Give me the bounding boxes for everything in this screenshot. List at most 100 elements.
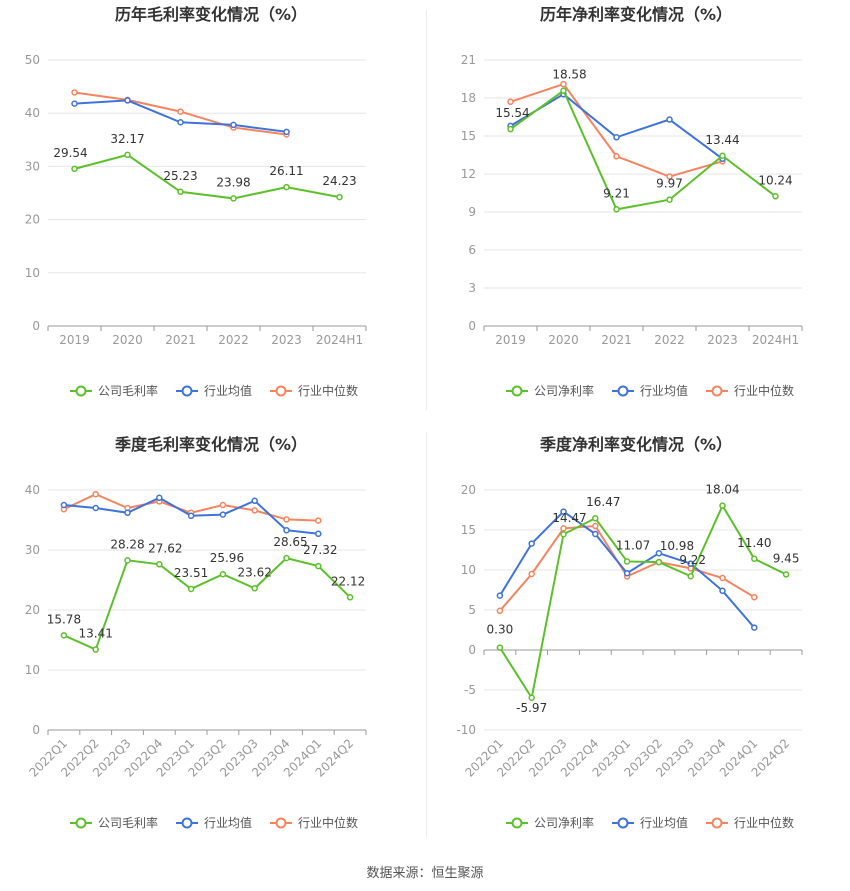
data-label: 14.47 (552, 511, 586, 525)
legend-label: 行业中位数 (298, 815, 358, 830)
legend-label: 公司毛利率 (98, 383, 158, 398)
divider-bottom (426, 432, 427, 837)
legend-label: 公司净利率 (534, 383, 594, 398)
x-tick-label: 2024H1 (752, 333, 799, 347)
legend-item-median: 行业中位数 (270, 383, 358, 398)
data-point-median (496, 607, 504, 615)
legend-marker (181, 385, 193, 397)
legend-item-company: 公司净利率 (506, 815, 594, 830)
data-label: -5.97 (516, 701, 547, 715)
legend-item-avg: 行业均值 (176, 815, 252, 830)
data-label: 11.40 (737, 536, 771, 550)
data-label: 24.23 (322, 174, 356, 188)
legend-marker (711, 385, 723, 397)
data-point-avg (560, 508, 567, 515)
y-tick-label: 10 (25, 663, 40, 677)
data-point-avg (177, 118, 184, 126)
y-tick-label: 0 (32, 723, 40, 737)
data-point-company (124, 151, 131, 159)
x-tick-label: 2023 (271, 333, 302, 347)
y-tick-label: 18 (461, 91, 476, 105)
legend-item-median: 行业中位数 (706, 383, 794, 398)
data-point-avg (124, 97, 131, 104)
data-label: 9.22 (679, 553, 706, 567)
data-point-median (613, 153, 620, 160)
data-label: 13.41 (79, 627, 113, 641)
data-point-median (251, 507, 258, 514)
data-point-company (528, 694, 535, 702)
y-tick-label: 0 (468, 643, 476, 657)
y-tick-label: 10 (25, 266, 40, 280)
legend-label: 行业均值 (640, 383, 688, 398)
data-label: 9.97 (656, 177, 683, 191)
data-point-company (592, 514, 599, 522)
data-label: 10.98 (660, 539, 694, 553)
data-point-company (156, 561, 163, 568)
data-label: 16.47 (586, 495, 620, 509)
data-point-company (124, 557, 131, 564)
data-point-company (219, 570, 227, 578)
x-tick-label: 2019 (495, 333, 526, 347)
y-tick-label: 50 (25, 53, 40, 67)
data-label: 13.44 (705, 133, 739, 147)
series-line-company (499, 503, 787, 701)
legend-item-company: 公司毛利率 (70, 815, 158, 830)
data-label: 11.07 (616, 538, 650, 552)
data-point-avg (751, 624, 758, 631)
x-tick-label: 2020 (548, 333, 579, 347)
data-label: 27.32 (303, 543, 337, 557)
quarterly-net-margin-chart: 季度净利率变化情况（%）-10-5051015202022Q12022Q2202… (456, 435, 803, 830)
data-point-median (177, 108, 184, 115)
legend-marker (75, 817, 87, 829)
data-point-avg (187, 512, 195, 520)
data-label: 29.54 (53, 146, 87, 160)
data-point-company (230, 195, 237, 202)
y-tick-label: 6 (468, 243, 476, 257)
data-label: 15.78 (47, 612, 81, 626)
data-point-company (560, 87, 567, 94)
y-tick-label: 40 (25, 483, 40, 497)
data-point-avg (623, 569, 631, 577)
data-label: 9.45 (773, 551, 800, 565)
data-label: 23.98 (216, 175, 250, 189)
data-label: 28.65 (273, 535, 307, 549)
data-point-company (687, 572, 694, 580)
legend-marker (181, 817, 193, 829)
legend-marker (511, 385, 523, 397)
data-source: 数据来源：恒生聚源 (366, 866, 484, 881)
data-point-company (613, 206, 620, 213)
series-line-company (63, 556, 351, 651)
y-tick-label: 12 (461, 167, 476, 181)
legend-marker (275, 817, 287, 829)
chart-title: 季度毛利率变化情况（%） (114, 435, 307, 454)
data-point-company (92, 646, 99, 653)
data-label: 22.12 (331, 574, 365, 588)
legend-label: 行业均值 (204, 815, 252, 830)
data-point-company (655, 558, 663, 566)
data-point-avg (251, 497, 258, 505)
data-point-company (283, 183, 290, 191)
data-label: 32.17 (110, 132, 144, 146)
data-label: 15.54 (495, 106, 529, 120)
legend-label: 行业中位数 (734, 815, 794, 830)
data-point-median (528, 570, 535, 578)
legend-item-company: 公司净利率 (506, 383, 594, 398)
data-point-company (719, 502, 726, 509)
data-label: 27.62 (148, 541, 182, 555)
data-point-company (346, 594, 354, 601)
data-point-company (507, 125, 514, 133)
y-tick-label: 40 (25, 106, 40, 120)
data-point-company (315, 562, 322, 570)
data-point-avg (496, 592, 504, 599)
legend-label: 行业均值 (640, 815, 688, 830)
data-point-median (283, 516, 290, 523)
data-point-company (666, 196, 673, 203)
legend-label: 公司毛利率 (98, 815, 158, 830)
quarterly-gross-margin-chart: 季度毛利率变化情况（%）0102030402022Q12022Q22022Q32… (25, 435, 367, 830)
data-point-company (283, 554, 290, 562)
data-point-avg (592, 530, 599, 538)
series-line-company (509, 89, 777, 211)
data-point-company (336, 193, 343, 201)
x-tick-label: 2022 (654, 333, 685, 347)
x-tick-label: 2024H1 (316, 333, 363, 347)
